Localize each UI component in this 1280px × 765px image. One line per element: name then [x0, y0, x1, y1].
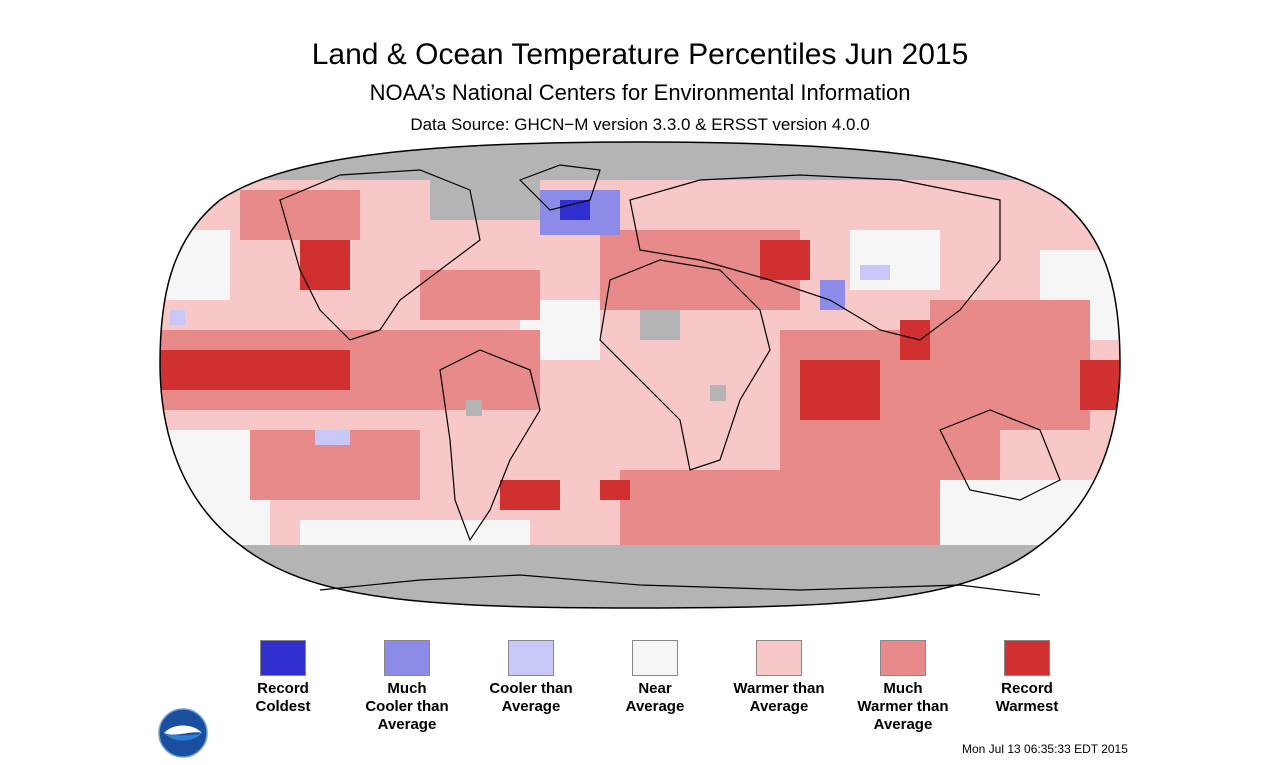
legend-swatch [632, 640, 678, 676]
map-subtitle: NOAA’s National Centers for Environmenta… [369, 80, 911, 105]
legend-item: Record Coldest [218, 640, 348, 716]
legend-swatch [384, 640, 430, 676]
legend-item: Warmer than Average [714, 640, 844, 716]
map-fill [160, 142, 1120, 608]
legend-swatch [880, 640, 926, 676]
noaa-logo-icon [158, 708, 208, 758]
legend-label: Warmer than Average [733, 680, 825, 715]
legend-label: Much Warmer than Average [857, 680, 949, 733]
legend-label: Near Average [625, 680, 685, 715]
legend-item: Near Average [590, 640, 720, 716]
continent-outlines [279, 164, 1061, 596]
legend-swatch [508, 640, 554, 676]
legend-label: Record Warmest [995, 680, 1059, 715]
data-source: Data Source: GHCN−M version 3.3.0 & ERSS… [410, 115, 870, 134]
legend-item: Much Cooler than Average [342, 640, 472, 734]
globe-outline [159, 141, 1121, 609]
timestamp: Mon Jul 13 06:35:33 EDT 2015 [962, 742, 1128, 756]
legend-item: Record Warmest [962, 640, 1092, 716]
legend-item: Cooler than Average [466, 640, 596, 716]
map-title: Land & Ocean Temperature Percentiles Jun… [311, 38, 969, 71]
legend-label: Much Cooler than Average [365, 680, 449, 733]
legend-label: Cooler than Average [489, 680, 573, 715]
legend-swatch [1004, 640, 1050, 676]
legend-label: Record Coldest [255, 680, 311, 715]
legend-swatch [260, 640, 306, 676]
legend-swatch [756, 640, 802, 676]
legend-item: Much Warmer than Average [838, 640, 968, 734]
